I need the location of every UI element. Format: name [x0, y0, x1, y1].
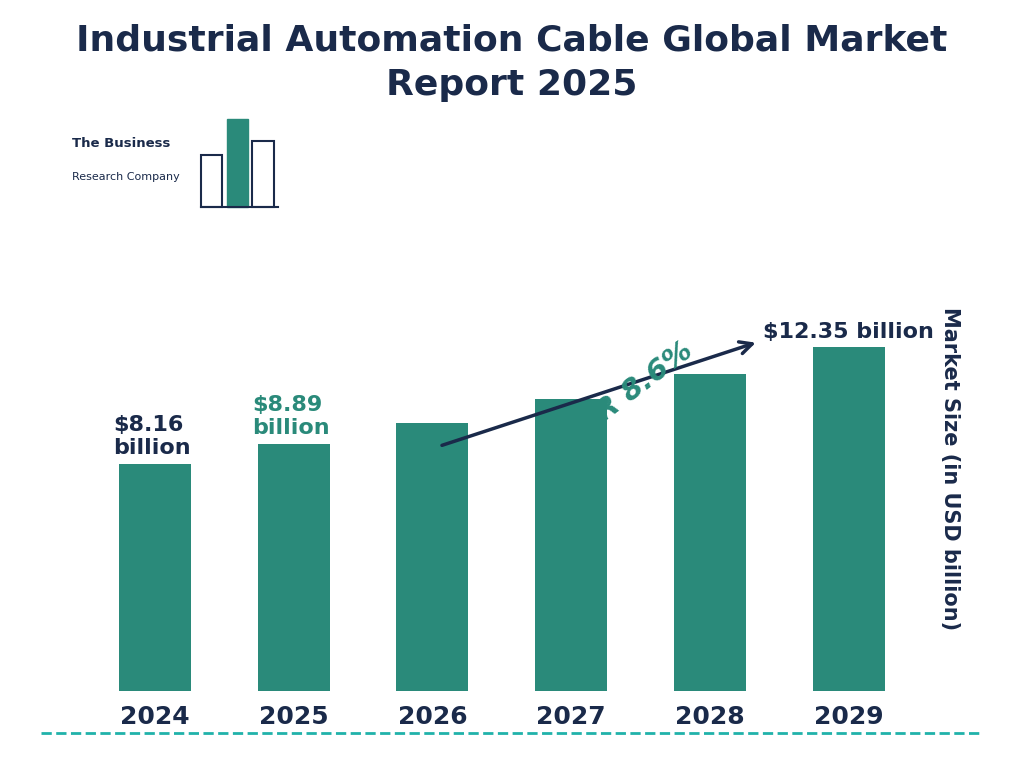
Text: $8.16
billion: $8.16 billion	[114, 415, 190, 458]
Text: $8.89
billion: $8.89 billion	[252, 395, 330, 438]
Bar	[674, 374, 745, 691]
Bar	[252, 141, 273, 207]
Text: Industrial Automation Cable Global Market
Report 2025: Industrial Automation Cable Global Marke…	[77, 23, 947, 102]
Bar	[536, 399, 607, 691]
Text: The Business: The Business	[72, 137, 170, 150]
Bar	[119, 464, 191, 691]
Text: $12.35 billion: $12.35 billion	[763, 322, 934, 342]
Bar	[226, 119, 248, 207]
Bar	[396, 422, 468, 691]
Y-axis label: Market Size (in USD billion): Market Size (in USD billion)	[940, 307, 959, 630]
Bar	[258, 444, 330, 691]
Bar	[201, 155, 222, 207]
Text: Research Company: Research Company	[72, 172, 179, 182]
Text: CAGR 8.6%: CAGR 8.6%	[537, 336, 697, 467]
Bar	[812, 347, 885, 691]
